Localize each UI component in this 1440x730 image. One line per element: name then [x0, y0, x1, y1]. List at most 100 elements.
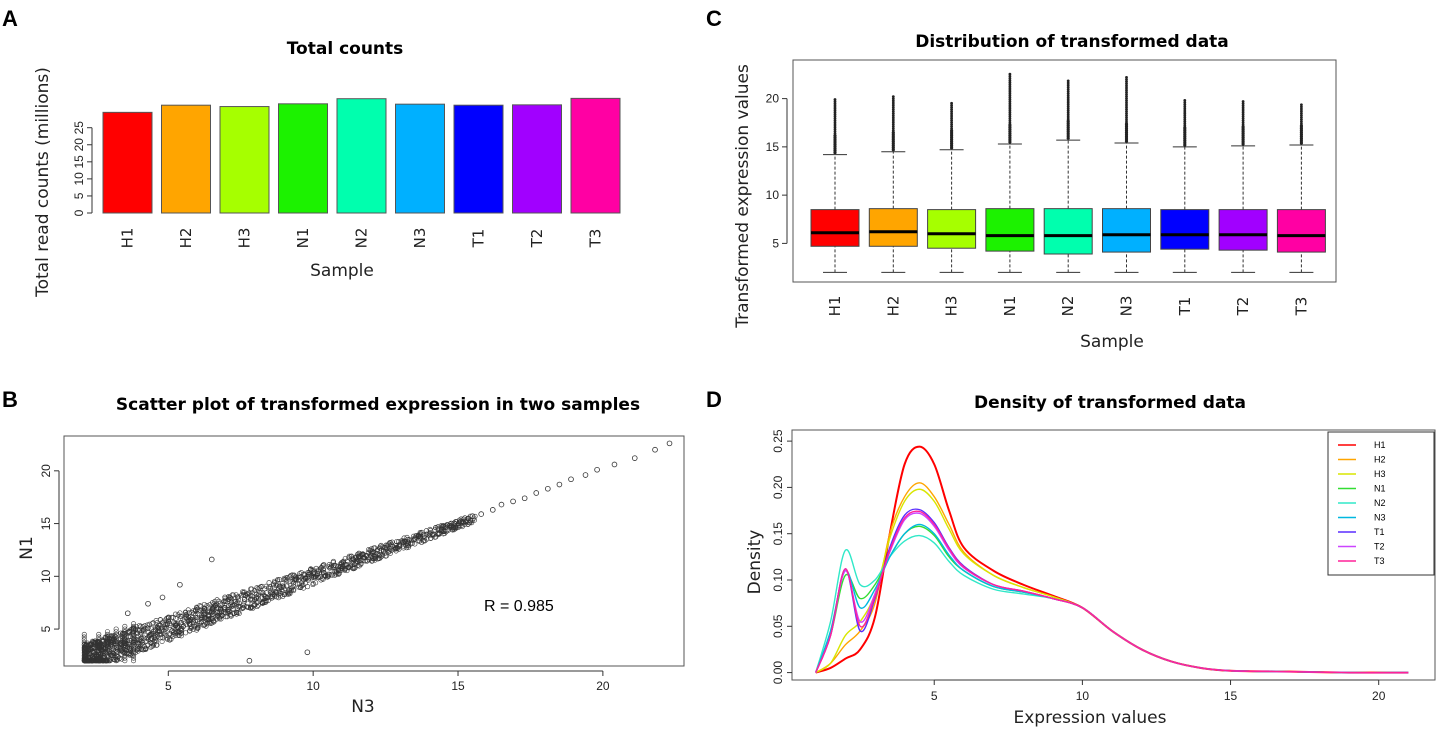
chart-a-xtick-label: N3	[411, 228, 429, 249]
outlier-h1	[833, 119, 837, 123]
scatter-point	[252, 602, 258, 608]
outlier-n3	[1124, 122, 1129, 126]
scatter-point	[113, 652, 119, 658]
scatter-point	[96, 642, 102, 648]
scatter-point	[262, 596, 268, 602]
scatter-point	[246, 657, 253, 664]
outlier-n3	[1125, 75, 1128, 79]
outlier-h3	[950, 108, 953, 112]
scatter-point	[113, 629, 119, 635]
legend-label: H3	[1374, 469, 1386, 479]
scatter-point	[268, 589, 274, 595]
scatter-point	[140, 647, 146, 653]
panel-label-c: C	[706, 6, 722, 31]
scatter-point	[171, 619, 177, 625]
outlier-n3	[1125, 86, 1128, 90]
chart-a-xtick-label: N1	[294, 228, 312, 249]
outlier-t3	[1300, 105, 1303, 109]
scatter-point	[320, 570, 326, 576]
scatter-point	[122, 631, 128, 637]
scatter-point	[478, 511, 484, 517]
scatter-point	[275, 577, 281, 583]
scatter-point	[325, 573, 331, 579]
scatter-point	[113, 658, 119, 664]
outlier-t3	[1300, 114, 1303, 117]
outlier-n2	[1066, 81, 1070, 85]
outlier-t1	[1183, 113, 1187, 117]
chart-d-xlabel: Expression values	[1014, 708, 1167, 728]
scatter-point	[172, 611, 178, 617]
scatter-point	[253, 592, 259, 598]
outlier-n3	[1125, 105, 1128, 109]
outlier-h1	[833, 127, 837, 131]
scatter-point	[223, 614, 229, 620]
outlier-n1	[1008, 85, 1012, 89]
scatter-point	[342, 555, 348, 561]
outlier-n1	[1008, 72, 1012, 76]
scatter-point	[439, 524, 445, 530]
scatter-point	[333, 571, 339, 577]
chart-c-xtick-label: T1	[1176, 297, 1194, 317]
scatter-point	[451, 520, 457, 526]
scatter-point	[96, 642, 102, 648]
scatter-point	[198, 617, 204, 623]
chart-c-xtick-label: H2	[884, 296, 902, 317]
chart-c-xtick-label: N2	[1059, 296, 1077, 317]
chart-a-xtick-label: N2	[353, 228, 371, 249]
scatter-point	[394, 542, 400, 548]
outlier-h2	[891, 105, 895, 109]
chart-b-ytick-label: 20	[39, 464, 53, 478]
scatter-point	[469, 513, 476, 519]
outlier-n1	[1008, 76, 1012, 80]
scatter-point	[96, 650, 102, 656]
scatter-point	[458, 518, 464, 525]
scatter-point	[280, 581, 286, 587]
scatter-point	[131, 655, 137, 661]
scatter-point	[260, 600, 266, 606]
scatter-point	[104, 655, 110, 661]
outlier-h3	[950, 125, 953, 128]
scatter-point	[276, 583, 282, 589]
scatter-point	[160, 635, 166, 641]
scatter-point	[442, 523, 448, 529]
outlier-n2	[1066, 117, 1070, 121]
outlier-t3	[1300, 118, 1303, 122]
outlier-t2	[1241, 102, 1245, 106]
density-line-h2	[815, 482, 1409, 674]
scatter-point	[226, 608, 232, 614]
scatter-point	[314, 571, 320, 577]
scatter-point	[84, 658, 90, 664]
scatter-point	[124, 610, 131, 617]
scatter-point	[205, 617, 211, 623]
chart-a-ytick-label: 25	[72, 121, 86, 135]
scatter-point	[134, 637, 140, 643]
outlier-h1	[833, 115, 837, 118]
scatter-point	[459, 520, 465, 526]
scatter-point	[201, 622, 207, 628]
outlier-n2	[1066, 104, 1070, 108]
scatter-point	[261, 598, 267, 604]
scatter-point	[666, 440, 673, 447]
scatter-point	[281, 575, 287, 581]
scatter-point	[304, 649, 311, 656]
outlier-n2	[1066, 83, 1070, 87]
outlier-n2	[1066, 90, 1070, 93]
scatter-point	[210, 606, 216, 612]
outlier-t2	[1241, 121, 1245, 125]
scatter-point	[88, 656, 94, 662]
outlier-n2	[1066, 98, 1070, 102]
scatter-point	[113, 639, 119, 645]
scatter-point	[161, 621, 167, 627]
outlier-h3	[950, 120, 953, 124]
scatter-point	[267, 584, 273, 590]
outlier-n1	[1008, 115, 1012, 118]
chart-b-xtick-label: 5	[165, 679, 172, 693]
outlier-n3	[1125, 99, 1128, 103]
bar-h3	[219, 106, 270, 214]
outlier-n1	[1008, 104, 1012, 108]
scatter-point	[362, 555, 368, 561]
density-line-n3	[815, 523, 1409, 674]
scatter-point	[270, 583, 276, 589]
chart-c-title: Distribution of transformed data	[915, 32, 1229, 52]
scatter-point	[362, 558, 368, 564]
